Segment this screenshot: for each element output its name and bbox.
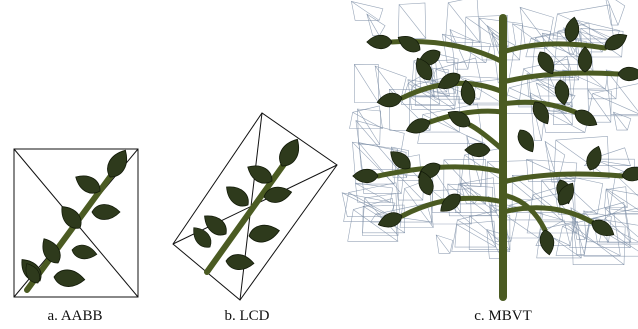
leaf — [71, 243, 98, 261]
wire-box — [350, 106, 383, 129]
leaf — [92, 204, 120, 219]
wire-edge — [593, 94, 638, 116]
caption: c. MBVT — [474, 308, 532, 324]
leaf — [578, 47, 592, 72]
wire-box — [605, 0, 625, 25]
figure: a. AABB b. LCD c. MBVT — [0, 0, 638, 329]
wire-edge — [342, 193, 390, 217]
leaf — [404, 116, 432, 137]
leaf — [618, 67, 638, 81]
leaf — [553, 79, 571, 106]
wire-edge — [367, 14, 379, 36]
wire-box — [367, 14, 385, 36]
wire-edge — [355, 183, 390, 202]
wire-box — [342, 193, 395, 217]
leaf — [376, 91, 403, 109]
panel-lcd — [173, 113, 337, 300]
leaf — [53, 269, 85, 288]
leaf — [584, 144, 605, 172]
leaf — [222, 181, 253, 211]
wire-box — [436, 235, 453, 253]
branch — [503, 44, 605, 52]
leaf — [465, 143, 490, 157]
wire-edge — [399, 5, 426, 39]
caption: a. AABB — [47, 308, 102, 324]
wire-edge — [351, 1, 379, 20]
leaf — [248, 223, 281, 245]
leaf — [367, 35, 392, 49]
leaf — [225, 254, 254, 271]
leaf — [621, 165, 638, 183]
leaves — [16, 16, 638, 288]
wire-box — [351, 1, 383, 20]
wire-edge — [354, 64, 378, 102]
caption: b. LCD — [225, 308, 270, 324]
leaf — [275, 135, 305, 170]
wire-edge — [353, 112, 383, 128]
leaf — [353, 169, 378, 183]
wire-edge — [356, 121, 398, 170]
